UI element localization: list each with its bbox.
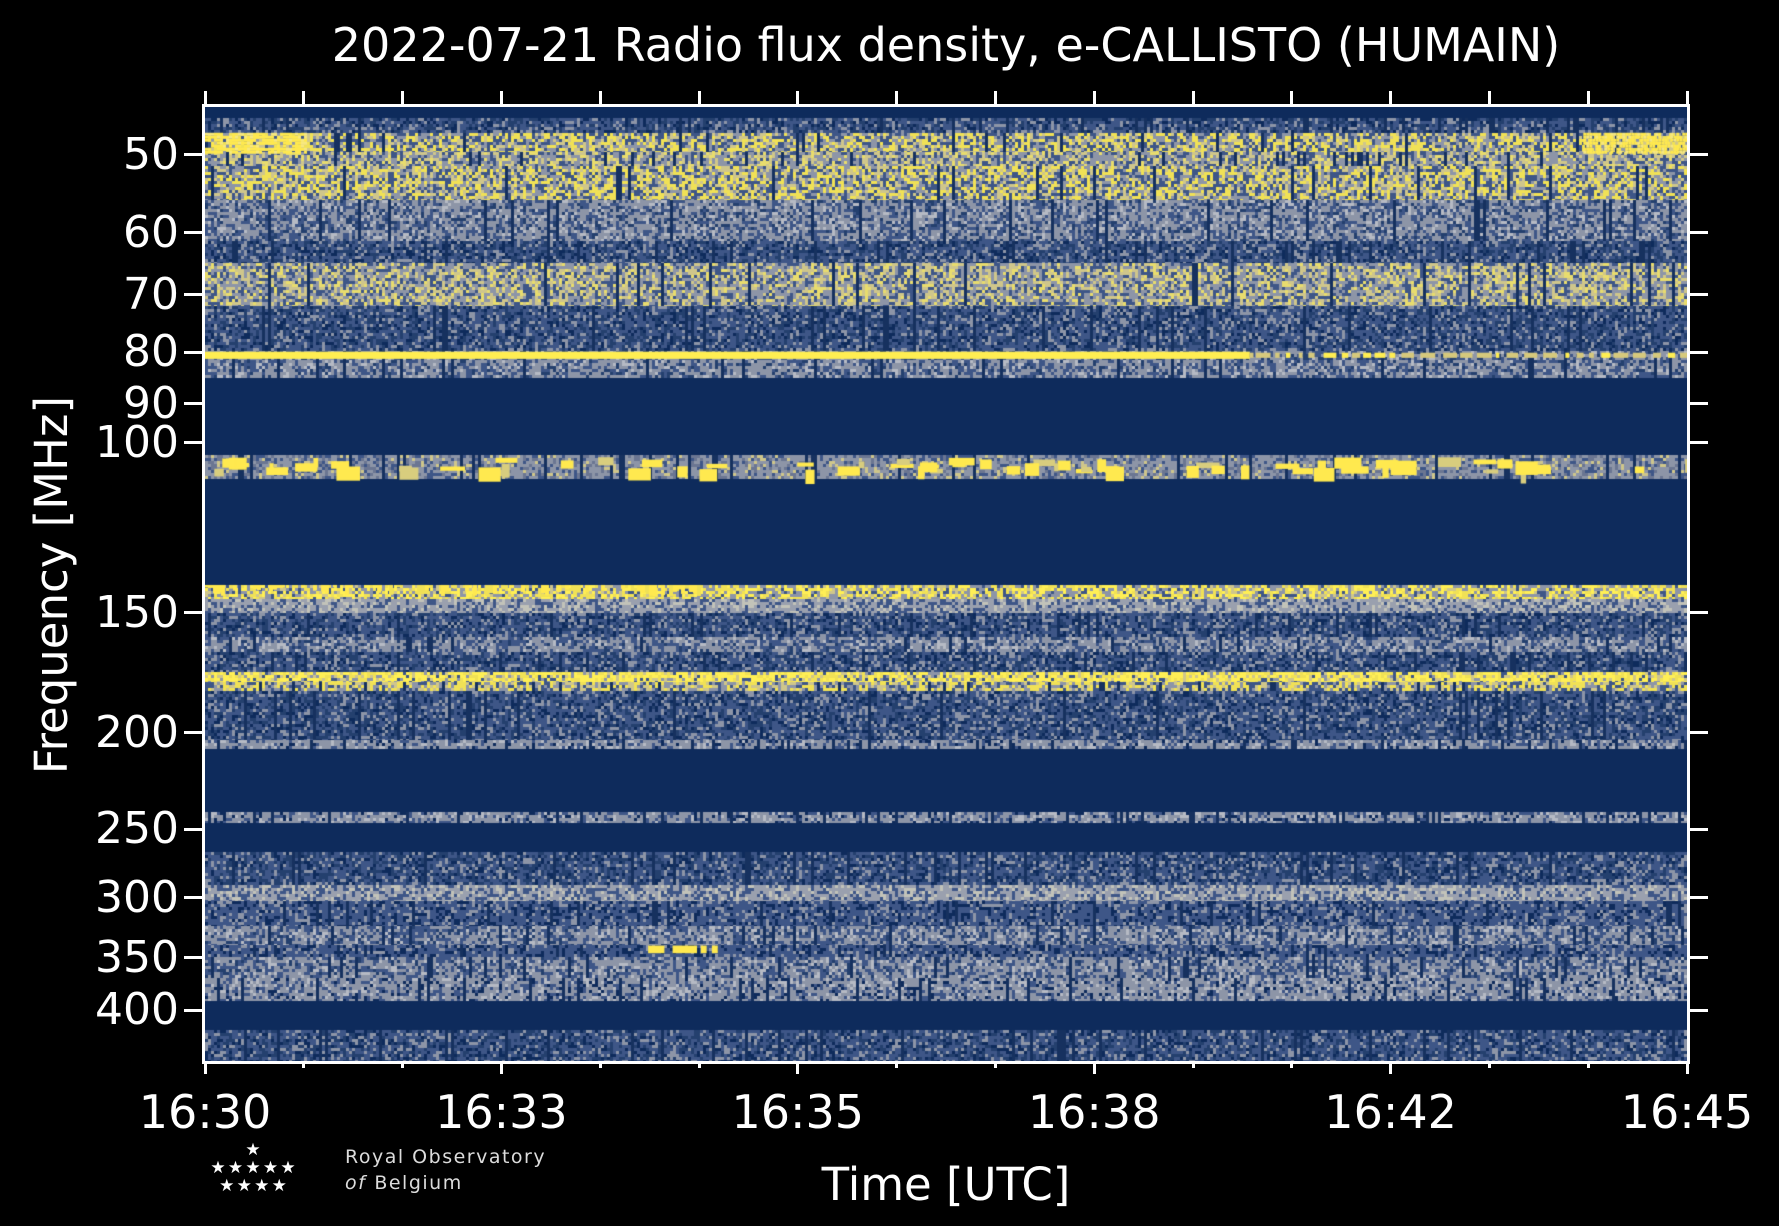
logo-star-icon: ★ (210, 1158, 226, 1178)
y-axis-right-tick (1690, 441, 1708, 445)
x-tick-label: 16:38 (1027, 1085, 1161, 1139)
y-axis-right-tick (1690, 827, 1708, 831)
y-axis-right-tick (1690, 402, 1708, 406)
logo-star-icon: ★ (245, 1158, 261, 1178)
y-tick-label: 80 (123, 326, 179, 378)
x-axis-top-tick (1191, 91, 1195, 104)
x-axis-minor-tick (895, 1061, 899, 1068)
logo-star-icon: ★ (280, 1158, 296, 1178)
x-axis-major-tick (1389, 1061, 1393, 1074)
y-axis-left-tick (184, 231, 202, 235)
y-axis-left-tick (184, 293, 202, 297)
y-axis-right-tick (1690, 153, 1708, 157)
y-axis-left-tick (184, 153, 202, 157)
y-tick-label: 300 (95, 871, 179, 923)
x-axis-major-tick (499, 1061, 503, 1074)
logo-star-icon: ★ (262, 1158, 279, 1178)
x-axis-major-tick (1092, 1061, 1096, 1074)
x-axis-top-tick (1290, 91, 1294, 104)
y-axis-left-tick (184, 441, 202, 445)
x-axis-minor-tick (1191, 1061, 1195, 1068)
logo-star-icon: ★ (254, 1176, 270, 1196)
x-axis-top-tick (1389, 91, 1393, 104)
y-axis-left-tick (184, 896, 202, 900)
logo-star-icon: ★ (219, 1176, 235, 1196)
x-axis-top-tick (895, 91, 899, 104)
logo-text-line1: Royal Observatory (345, 1146, 547, 1168)
y-tick-label: 90 (123, 377, 179, 429)
x-axis-top-tick (401, 91, 405, 104)
x-axis-top-tick (203, 91, 207, 104)
y-axis-left-tick (184, 402, 202, 406)
x-axis-minor-tick (598, 1061, 602, 1068)
x-axis-top-tick (1685, 91, 1689, 104)
x-axis-top-tick (697, 91, 701, 104)
x-axis-label: Time [UTC] (821, 1158, 1071, 1211)
y-tick-label: 250 (95, 803, 179, 855)
y-tick-label: 100 (95, 416, 179, 468)
y-axis-label: Frequency [MHz] (25, 395, 78, 775)
y-tick-label: 70 (123, 268, 179, 320)
x-axis-top-tick (598, 91, 602, 104)
x-axis-minor-tick (302, 1061, 306, 1068)
x-tick-label: 16:35 (731, 1085, 865, 1139)
x-axis-major-tick (1685, 1061, 1689, 1074)
y-axis-right-tick (1690, 956, 1708, 960)
logo-text-belgium: Belgium (374, 1172, 463, 1194)
x-axis-major-tick (796, 1061, 800, 1074)
x-axis-minor-tick (1586, 1061, 1590, 1068)
plot-border (202, 104, 1690, 1064)
x-axis-minor-tick (1487, 1061, 1491, 1068)
x-tick-label: 16:45 (1620, 1085, 1754, 1139)
x-axis-minor-tick (993, 1061, 997, 1068)
x-axis-top-tick (302, 91, 306, 104)
y-axis-right-tick (1690, 731, 1708, 735)
logo-text-line2: of Belgium (345, 1172, 463, 1194)
y-axis-right-tick (1690, 350, 1708, 354)
y-tick-label: 200 (95, 706, 179, 758)
x-axis-minor-tick (1290, 1061, 1294, 1068)
x-axis-minor-tick (401, 1061, 405, 1068)
x-axis-top-tick (1092, 91, 1096, 104)
x-axis-major-tick (203, 1061, 207, 1074)
y-tick-label: 60 (123, 206, 179, 258)
y-axis-left-tick (184, 1008, 202, 1012)
x-axis-top-tick (1586, 91, 1590, 104)
logo-star-icon: ★ (227, 1158, 244, 1178)
x-tick-label: 16:30 (138, 1085, 272, 1139)
logo-star-icon: ★ (236, 1176, 252, 1196)
spectrogram-heatmap (205, 107, 1687, 1061)
y-axis-right-tick (1690, 896, 1708, 900)
y-axis-right-tick (1690, 231, 1708, 235)
y-axis-right-tick (1690, 293, 1708, 297)
y-axis-left-tick (184, 827, 202, 831)
y-axis-left-tick (184, 350, 202, 354)
y-axis-left-tick (184, 956, 202, 960)
y-axis-left-tick (184, 611, 202, 615)
y-axis-right-tick (1690, 1008, 1708, 1012)
y-axis-left-tick (184, 731, 202, 735)
y-axis-right-tick (1690, 611, 1708, 615)
x-axis-top-tick (993, 91, 997, 104)
x-axis-top-tick (499, 91, 503, 104)
y-tick-label: 350 (95, 931, 179, 983)
y-tick-label: 150 (95, 586, 179, 638)
x-tick-label: 16:33 (435, 1085, 568, 1139)
logo-star-icon: ★ (271, 1176, 287, 1196)
y-tick-label: 50 (123, 128, 179, 180)
chart-title: 2022-07-21 Radio flux density, e-CALLIST… (331, 18, 1561, 72)
x-axis-minor-tick (697, 1061, 701, 1068)
x-tick-label: 16:42 (1324, 1085, 1457, 1139)
logo-star-icon: ★ (245, 1140, 261, 1160)
x-axis-top-tick (796, 91, 800, 104)
x-axis-top-tick (1487, 91, 1491, 104)
y-tick-label: 400 (95, 984, 179, 1036)
logo-text-of: of (345, 1172, 367, 1194)
